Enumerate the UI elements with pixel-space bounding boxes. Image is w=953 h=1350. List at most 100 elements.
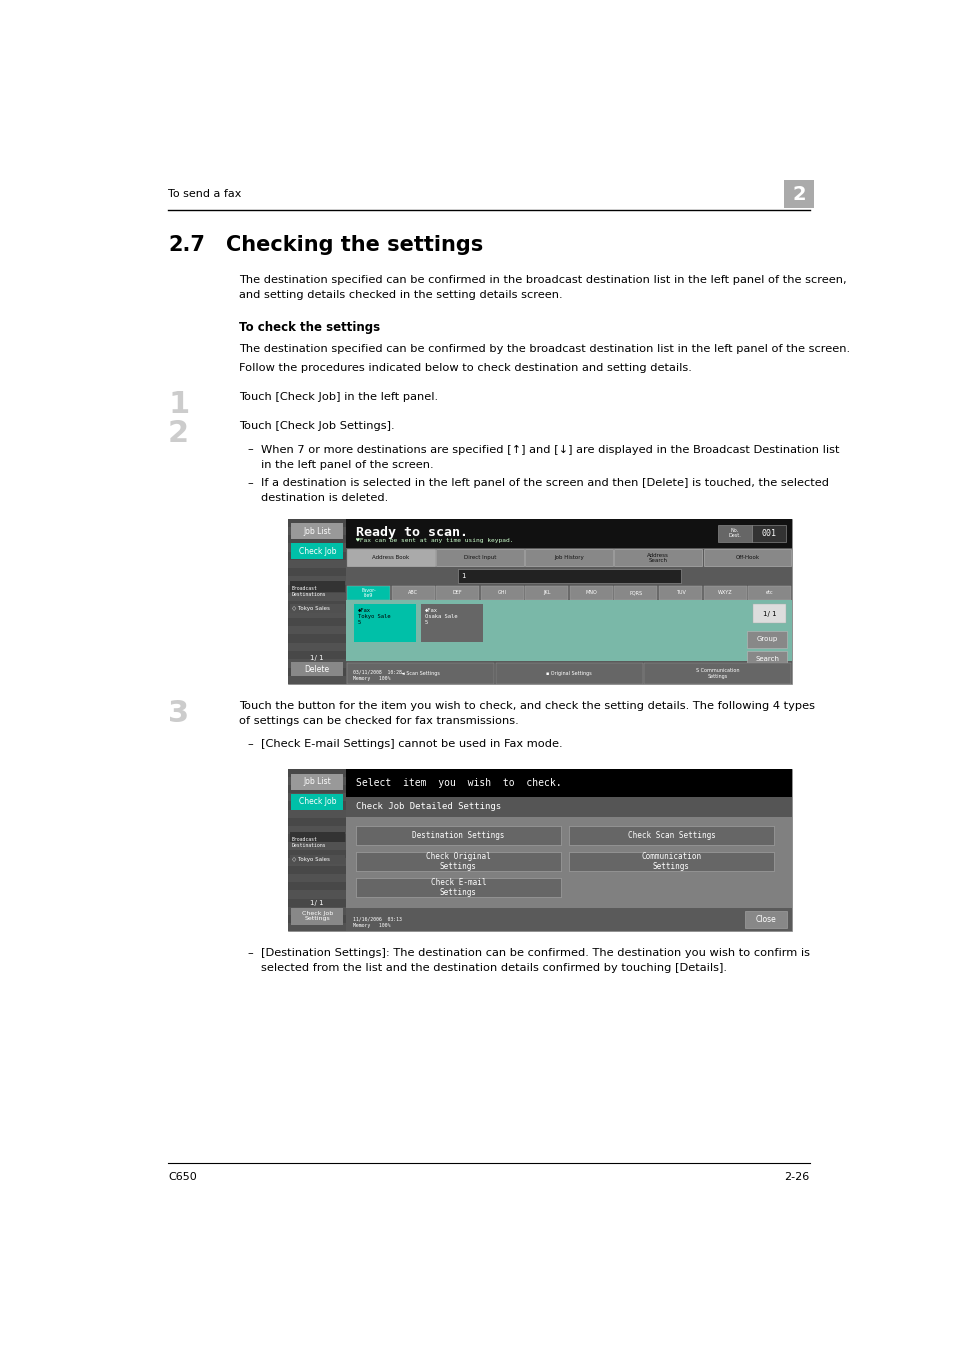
- Text: Address
Search: Address Search: [647, 552, 668, 563]
- Bar: [288, 810, 346, 818]
- Bar: [291, 543, 343, 559]
- Bar: [288, 907, 346, 915]
- Bar: [288, 518, 346, 684]
- Bar: [288, 891, 346, 899]
- Text: Direct Input: Direct Input: [463, 555, 496, 560]
- Bar: [355, 852, 560, 871]
- Bar: [643, 663, 790, 684]
- Text: Checking the settings: Checking the settings: [226, 235, 483, 255]
- Bar: [290, 855, 344, 864]
- Text: GHI: GHI: [497, 590, 506, 595]
- Bar: [291, 662, 343, 676]
- Bar: [752, 525, 785, 541]
- Bar: [703, 549, 790, 566]
- Bar: [288, 601, 346, 610]
- Text: [Check E-mail Settings] cannot be used in Fax mode.: [Check E-mail Settings] cannot be used i…: [261, 738, 562, 749]
- Text: To check the settings: To check the settings: [239, 321, 380, 335]
- Bar: [525, 586, 568, 601]
- Text: Check Job
Settings: Check Job Settings: [301, 911, 333, 922]
- Bar: [496, 663, 642, 684]
- Text: Communication
Settings: Communication Settings: [640, 852, 700, 871]
- Text: 2.7: 2.7: [168, 235, 205, 255]
- Text: ◇ Tokyo Sales: ◇ Tokyo Sales: [292, 606, 330, 612]
- Text: C650: C650: [168, 1172, 196, 1181]
- Text: Touch [Check Job] in the left panel.: Touch [Check Job] in the left panel.: [239, 393, 438, 402]
- Bar: [753, 603, 785, 624]
- Text: If a destination is selected in the left panel of the screen and then [Delete] i: If a destination is selected in the left…: [261, 478, 828, 487]
- Bar: [288, 769, 346, 778]
- Bar: [718, 525, 751, 541]
- Bar: [288, 568, 346, 576]
- Text: Address Book: Address Book: [372, 555, 409, 560]
- Bar: [288, 859, 346, 867]
- Text: 03/11/2008  10:28
Memory   100%: 03/11/2008 10:28 Memory 100%: [353, 670, 401, 680]
- Bar: [568, 852, 773, 871]
- Bar: [525, 549, 612, 566]
- Text: destination is deleted.: destination is deleted.: [261, 493, 388, 502]
- Text: Follow the procedures indicated below to check destination and setting details.: Follow the procedures indicated below to…: [239, 363, 692, 373]
- Bar: [290, 580, 344, 591]
- Text: Search: Search: [755, 656, 779, 663]
- Text: Group: Group: [756, 636, 777, 643]
- Text: Check Job: Check Job: [298, 547, 335, 556]
- Bar: [288, 826, 346, 834]
- Bar: [746, 651, 786, 668]
- Bar: [288, 651, 346, 659]
- Bar: [392, 586, 435, 601]
- Bar: [288, 867, 346, 875]
- Text: 1/ 1: 1/ 1: [310, 900, 324, 906]
- Text: 1: 1: [461, 574, 465, 579]
- Text: ABC: ABC: [408, 590, 417, 595]
- Bar: [291, 524, 343, 539]
- Bar: [288, 778, 346, 786]
- Bar: [614, 586, 657, 601]
- Text: PQRS: PQRS: [629, 590, 642, 595]
- Bar: [436, 549, 523, 566]
- Bar: [288, 850, 346, 859]
- Bar: [288, 769, 346, 931]
- Text: Broadcast
Destinations: Broadcast Destinations: [291, 586, 326, 597]
- Text: DEF: DEF: [453, 590, 462, 595]
- Bar: [288, 535, 346, 543]
- Bar: [288, 794, 346, 802]
- Bar: [568, 826, 773, 845]
- Text: –: –: [247, 444, 253, 455]
- Bar: [347, 663, 494, 684]
- Bar: [288, 667, 346, 676]
- Text: Check Original
Settings: Check Original Settings: [425, 852, 490, 871]
- Text: The destination specified can be confirmed in the broadcast destination list in : The destination specified can be confirm…: [239, 275, 846, 285]
- Bar: [288, 518, 346, 526]
- Bar: [346, 601, 791, 662]
- Bar: [480, 586, 523, 601]
- Bar: [288, 526, 346, 535]
- Text: 3: 3: [168, 699, 189, 728]
- Bar: [354, 603, 416, 643]
- Bar: [347, 549, 435, 566]
- Text: selected from the list and the destination details confirmed by touching [Detail: selected from the list and the destinati…: [261, 963, 726, 973]
- Text: JKL: JKL: [542, 590, 550, 595]
- Text: Broadcast
Destinations: Broadcast Destinations: [291, 837, 326, 848]
- Bar: [783, 181, 813, 208]
- Bar: [747, 586, 790, 601]
- Bar: [346, 796, 791, 817]
- Bar: [288, 818, 346, 826]
- Bar: [355, 826, 560, 845]
- Text: ◇ Tokyo Sales: ◇ Tokyo Sales: [292, 857, 330, 861]
- Bar: [659, 586, 701, 601]
- Text: Check Job Detailed Settings: Check Job Detailed Settings: [355, 802, 500, 811]
- Bar: [703, 586, 746, 601]
- Text: S Communication
Settings: S Communication Settings: [695, 668, 739, 679]
- Text: ♥Fax can be sent at any time using keypad.: ♥Fax can be sent at any time using keypa…: [355, 539, 513, 543]
- Text: etc: etc: [765, 590, 773, 595]
- Bar: [288, 585, 346, 593]
- Bar: [288, 915, 346, 923]
- Bar: [746, 630, 786, 648]
- Bar: [288, 552, 346, 560]
- Text: Destination Settings: Destination Settings: [412, 830, 504, 840]
- Bar: [288, 593, 346, 601]
- Bar: [288, 875, 346, 883]
- Text: –: –: [247, 478, 253, 487]
- Bar: [288, 560, 346, 568]
- Bar: [288, 676, 346, 684]
- Bar: [569, 586, 612, 601]
